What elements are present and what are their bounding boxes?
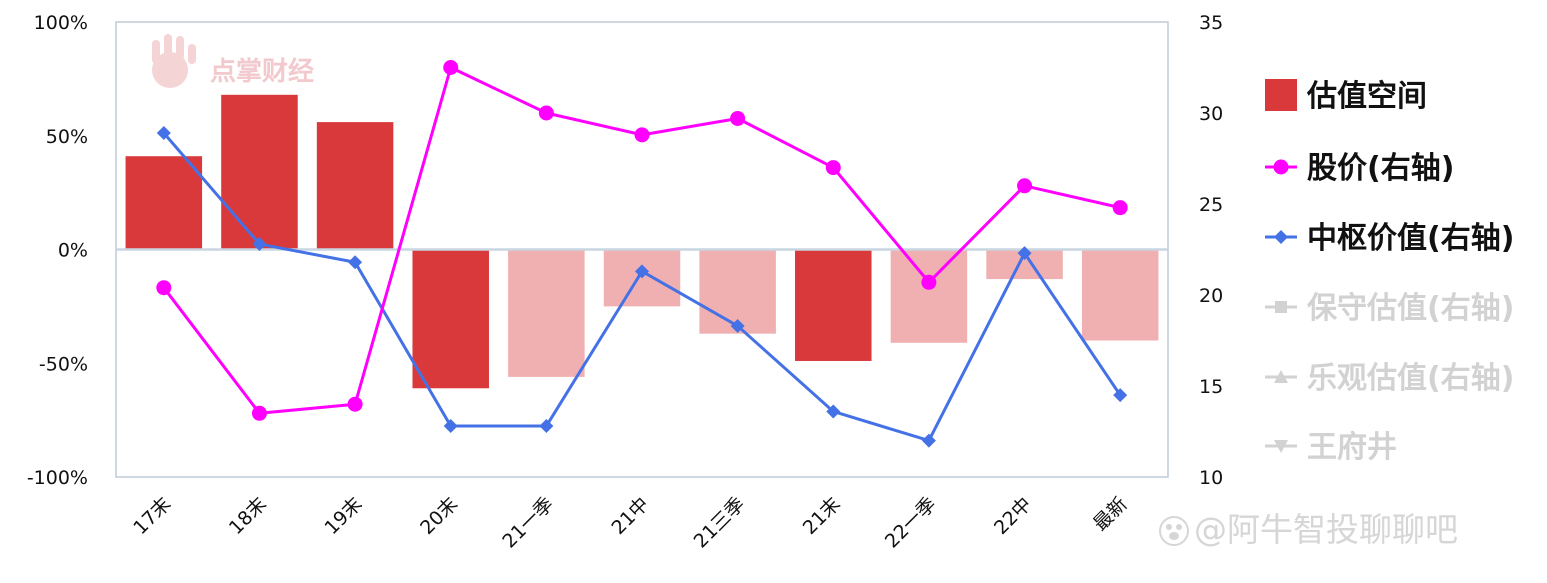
legend-item: 股价(右轴) bbox=[1265, 151, 1454, 186]
baidu-paw-icon bbox=[1159, 516, 1189, 546]
right-tick-label: 20 bbox=[1199, 285, 1223, 307]
watermark-weibo-text: @阿牛智投聊聊吧 bbox=[1194, 510, 1458, 549]
x-label: 17末 bbox=[129, 493, 175, 539]
bar-17末 bbox=[125, 156, 203, 250]
bar-最新 bbox=[1081, 249, 1159, 341]
left-tick-label: -50% bbox=[39, 353, 88, 375]
x-label: 22一季 bbox=[881, 493, 941, 553]
legend-label: 乐观估值(右轴) bbox=[1307, 361, 1514, 396]
core-value-point-21中 bbox=[635, 264, 649, 279]
price-point-18末 bbox=[251, 405, 267, 421]
legend-item: 保守估值(右轴) bbox=[1265, 291, 1514, 326]
watermark-weibo: @阿牛智投聊聊吧 bbox=[1159, 510, 1458, 549]
bar-21一季 bbox=[508, 249, 585, 377]
legend-label: 股价(右轴) bbox=[1307, 151, 1454, 186]
x-label: 21中 bbox=[607, 493, 653, 539]
right-tick-label: 25 bbox=[1199, 194, 1223, 216]
core-value-point-21末 bbox=[826, 404, 841, 419]
bar-20末 bbox=[412, 249, 489, 389]
left-tick-label: 100% bbox=[34, 12, 88, 34]
legend-marker-square bbox=[1275, 301, 1287, 313]
x-label: 18末 bbox=[225, 493, 271, 539]
right-axis: 35 30 25 20 15 10 bbox=[1199, 12, 1223, 489]
x-label: 21末 bbox=[799, 493, 845, 539]
legend-label: 中枢价值(右轴) bbox=[1307, 221, 1514, 256]
price-point-21一季 bbox=[538, 105, 554, 121]
bar-22一季 bbox=[890, 249, 968, 343]
core-value-point-20末 bbox=[443, 419, 458, 434]
price-point-17末 bbox=[156, 280, 172, 296]
core-value-point-21一季 bbox=[539, 419, 554, 434]
left-tick-label: 50% bbox=[46, 126, 88, 148]
x-label: 21三季 bbox=[690, 493, 750, 553]
x-label: 21一季 bbox=[498, 493, 558, 553]
right-tick-label: 15 bbox=[1199, 376, 1223, 398]
watermark-logo-text: 点掌财经 bbox=[210, 56, 314, 87]
x-label: 20末 bbox=[416, 493, 462, 539]
left-tick-label: 0% bbox=[58, 240, 88, 262]
bar-19末 bbox=[316, 122, 394, 250]
x-label: 19末 bbox=[321, 493, 367, 539]
legend-item: 估值空间 bbox=[1265, 79, 1427, 114]
legend-marker-diamond bbox=[1274, 230, 1288, 244]
core-value-point-17末 bbox=[156, 126, 171, 141]
price-point-19末 bbox=[347, 396, 363, 412]
legend-label: 保守估值(右轴) bbox=[1307, 291, 1514, 326]
right-tick-label: 35 bbox=[1199, 12, 1223, 34]
x-label: 最新 bbox=[1089, 493, 1131, 535]
core-value-point-22一季 bbox=[921, 433, 936, 448]
line-series bbox=[156, 60, 1128, 448]
legend-marker-square bbox=[1265, 79, 1297, 111]
legend-item: 王府井 bbox=[1265, 430, 1397, 465]
legend-item: 中枢价值(右轴) bbox=[1265, 221, 1514, 256]
bar-18末 bbox=[221, 94, 298, 250]
x-axis-labels: 17末 18末 19末 20末 21一季 21中 21三季 21末 22一季 22中 最新 bbox=[129, 493, 1131, 553]
price-point-22中 bbox=[1017, 178, 1033, 194]
price-point-21三季 bbox=[730, 110, 746, 126]
watermark-logo: 点掌财经 bbox=[152, 34, 314, 88]
core-value-point-21三季 bbox=[730, 318, 745, 333]
core-value-point-最新 bbox=[1113, 388, 1128, 403]
legend-item: 乐观估值(右轴) bbox=[1265, 361, 1514, 396]
price-point-22一季 bbox=[921, 274, 937, 290]
price-point-最新 bbox=[1112, 200, 1128, 216]
right-tick-label: 30 bbox=[1199, 103, 1223, 125]
core-value-point-22中 bbox=[1017, 246, 1032, 261]
watermark-hand-icon bbox=[152, 34, 196, 88]
x-label: 22中 bbox=[990, 493, 1036, 539]
price-point-21中 bbox=[634, 127, 650, 143]
left-tick-label: -100% bbox=[27, 467, 88, 489]
core-value-point-18末 bbox=[252, 237, 267, 252]
price-point-20末 bbox=[443, 60, 459, 75]
right-tick-label: 10 bbox=[1199, 467, 1223, 489]
core-value-point-19末 bbox=[348, 255, 363, 270]
bar-21末 bbox=[795, 249, 872, 361]
price-point-21末 bbox=[825, 160, 841, 176]
legend-marker-triangle bbox=[1274, 440, 1288, 453]
legend-label: 估值空间 bbox=[1306, 79, 1427, 114]
legend-label: 王府井 bbox=[1307, 430, 1397, 465]
price-line bbox=[162, 66, 1121, 415]
legend-marker-circle bbox=[1273, 159, 1289, 175]
left-axis: 100% 50% 0% -50% -100% bbox=[27, 12, 88, 489]
legend-marker-triangle bbox=[1274, 370, 1288, 383]
